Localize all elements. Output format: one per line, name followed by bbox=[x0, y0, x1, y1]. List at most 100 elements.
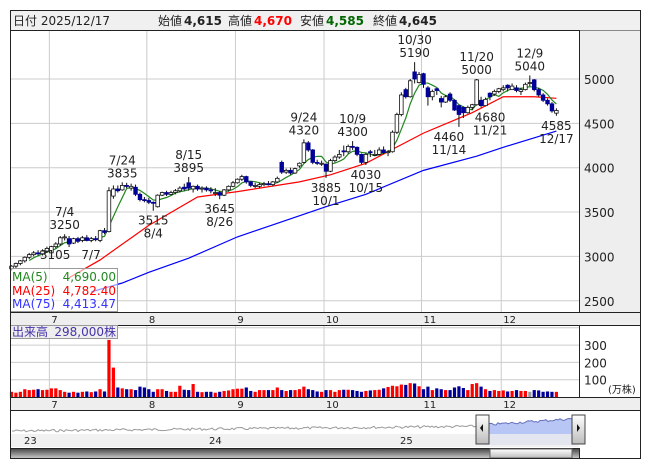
candle-body bbox=[75, 238, 81, 242]
volume-bar bbox=[435, 388, 439, 397]
candle-body bbox=[173, 190, 178, 193]
grid-lines bbox=[11, 31, 579, 397]
candle-body bbox=[368, 151, 373, 154]
volume-bar bbox=[302, 386, 306, 397]
volume-bar bbox=[351, 390, 355, 397]
candle-body bbox=[155, 194, 160, 208]
low-value: 4,585 bbox=[326, 14, 364, 28]
volume-bar bbox=[342, 389, 346, 397]
annotation-value: 3250 bbox=[49, 218, 80, 232]
candle-body bbox=[120, 185, 125, 191]
candle-body bbox=[80, 237, 85, 241]
annotation-date: 7/4 bbox=[55, 205, 74, 219]
candle-body bbox=[439, 98, 444, 103]
candle-body bbox=[456, 105, 462, 115]
volume-bar bbox=[328, 390, 333, 397]
volume-bar bbox=[457, 386, 461, 397]
volume-bar bbox=[54, 388, 58, 397]
volume-bar bbox=[280, 390, 284, 397]
candle-body bbox=[430, 91, 435, 98]
candle-body bbox=[345, 146, 351, 153]
volume-axis-panel bbox=[580, 326, 640, 397]
volume-bar bbox=[413, 383, 417, 397]
month-label: 12 bbox=[503, 315, 516, 326]
volume-bar bbox=[452, 387, 457, 397]
annotation-date: 7/24 bbox=[109, 153, 136, 167]
annotation-date: 10/9 bbox=[339, 112, 366, 126]
candle-body bbox=[62, 236, 67, 239]
ma5-label: MA(5) bbox=[12, 270, 48, 284]
annotation-value: 4460 bbox=[434, 130, 465, 144]
volume-bar bbox=[249, 390, 253, 397]
candle-body bbox=[310, 149, 315, 163]
volume-bar bbox=[156, 389, 160, 397]
candle-body bbox=[40, 250, 45, 255]
candle-body bbox=[244, 176, 249, 183]
candle-body bbox=[49, 246, 54, 254]
candle-body bbox=[137, 193, 143, 201]
candle-body bbox=[381, 149, 386, 154]
price-tick-label: 5000 bbox=[584, 73, 615, 87]
candle-body bbox=[106, 190, 112, 232]
candle-body bbox=[403, 89, 408, 98]
close-label: 終値 bbox=[373, 13, 397, 28]
volume-label: 出来高 bbox=[12, 324, 48, 339]
month-label: 7 bbox=[51, 400, 57, 411]
ma75-label: MA(75) bbox=[12, 297, 55, 311]
candle-body bbox=[465, 106, 470, 114]
candle-body bbox=[354, 146, 360, 155]
annotation-value: 3835 bbox=[107, 166, 138, 180]
volume-bar bbox=[133, 390, 138, 397]
candle-body bbox=[27, 254, 32, 258]
scrollbar-thumb[interactable] bbox=[489, 448, 573, 459]
candle-body bbox=[146, 200, 152, 203]
volume-bar bbox=[226, 390, 231, 397]
candle-body bbox=[199, 187, 205, 190]
candle-body bbox=[363, 153, 369, 163]
date-value: 2025/12/17 bbox=[41, 14, 110, 28]
volume-bar bbox=[470, 384, 474, 397]
month-label: 11 bbox=[423, 400, 436, 411]
annotation-value: 5000 bbox=[461, 63, 492, 77]
arrow-right-icon bbox=[577, 424, 580, 432]
arrow-left-icon bbox=[480, 424, 483, 432]
candle-body bbox=[168, 192, 174, 195]
candle-body bbox=[257, 184, 262, 187]
volume-bar bbox=[235, 388, 240, 397]
volume-bar bbox=[49, 388, 53, 397]
volume-bar bbox=[169, 391, 173, 397]
ma25-label: MA(25) bbox=[12, 284, 55, 298]
candle-body bbox=[483, 99, 488, 107]
volume-bar bbox=[426, 386, 430, 397]
candle-body bbox=[31, 252, 36, 256]
candle-body bbox=[177, 187, 183, 192]
volume-bar bbox=[359, 391, 364, 397]
volume-bar bbox=[85, 391, 89, 397]
navigator-year-label: 24 bbox=[209, 436, 222, 447]
ma75-value: 4,413.47 bbox=[63, 297, 116, 311]
candle-body bbox=[434, 88, 439, 91]
volume-bar bbox=[257, 390, 262, 397]
candle-body bbox=[443, 96, 448, 103]
volume-bar bbox=[147, 389, 151, 397]
month-label: 8 bbox=[149, 315, 155, 326]
candle-body bbox=[230, 182, 236, 187]
candles bbox=[9, 62, 559, 271]
scrollbar[interactable] bbox=[10, 448, 580, 459]
candle-body bbox=[124, 185, 129, 187]
candle-body bbox=[261, 183, 267, 186]
annotation-date: 8/26 bbox=[206, 215, 233, 229]
candle-body bbox=[425, 87, 431, 98]
candle-body bbox=[421, 73, 426, 85]
candle-body bbox=[470, 104, 475, 108]
candle-body bbox=[447, 93, 453, 101]
volume-bar bbox=[213, 392, 217, 397]
volume-bar bbox=[288, 390, 293, 397]
ma5-value: 4,690.00 bbox=[63, 270, 116, 284]
candle-body bbox=[314, 161, 320, 164]
volume-bar bbox=[550, 391, 554, 397]
volume-bar bbox=[355, 390, 359, 397]
volume-bar bbox=[514, 390, 519, 397]
range-navigator[interactable]: 23 24 25 bbox=[11, 411, 586, 448]
